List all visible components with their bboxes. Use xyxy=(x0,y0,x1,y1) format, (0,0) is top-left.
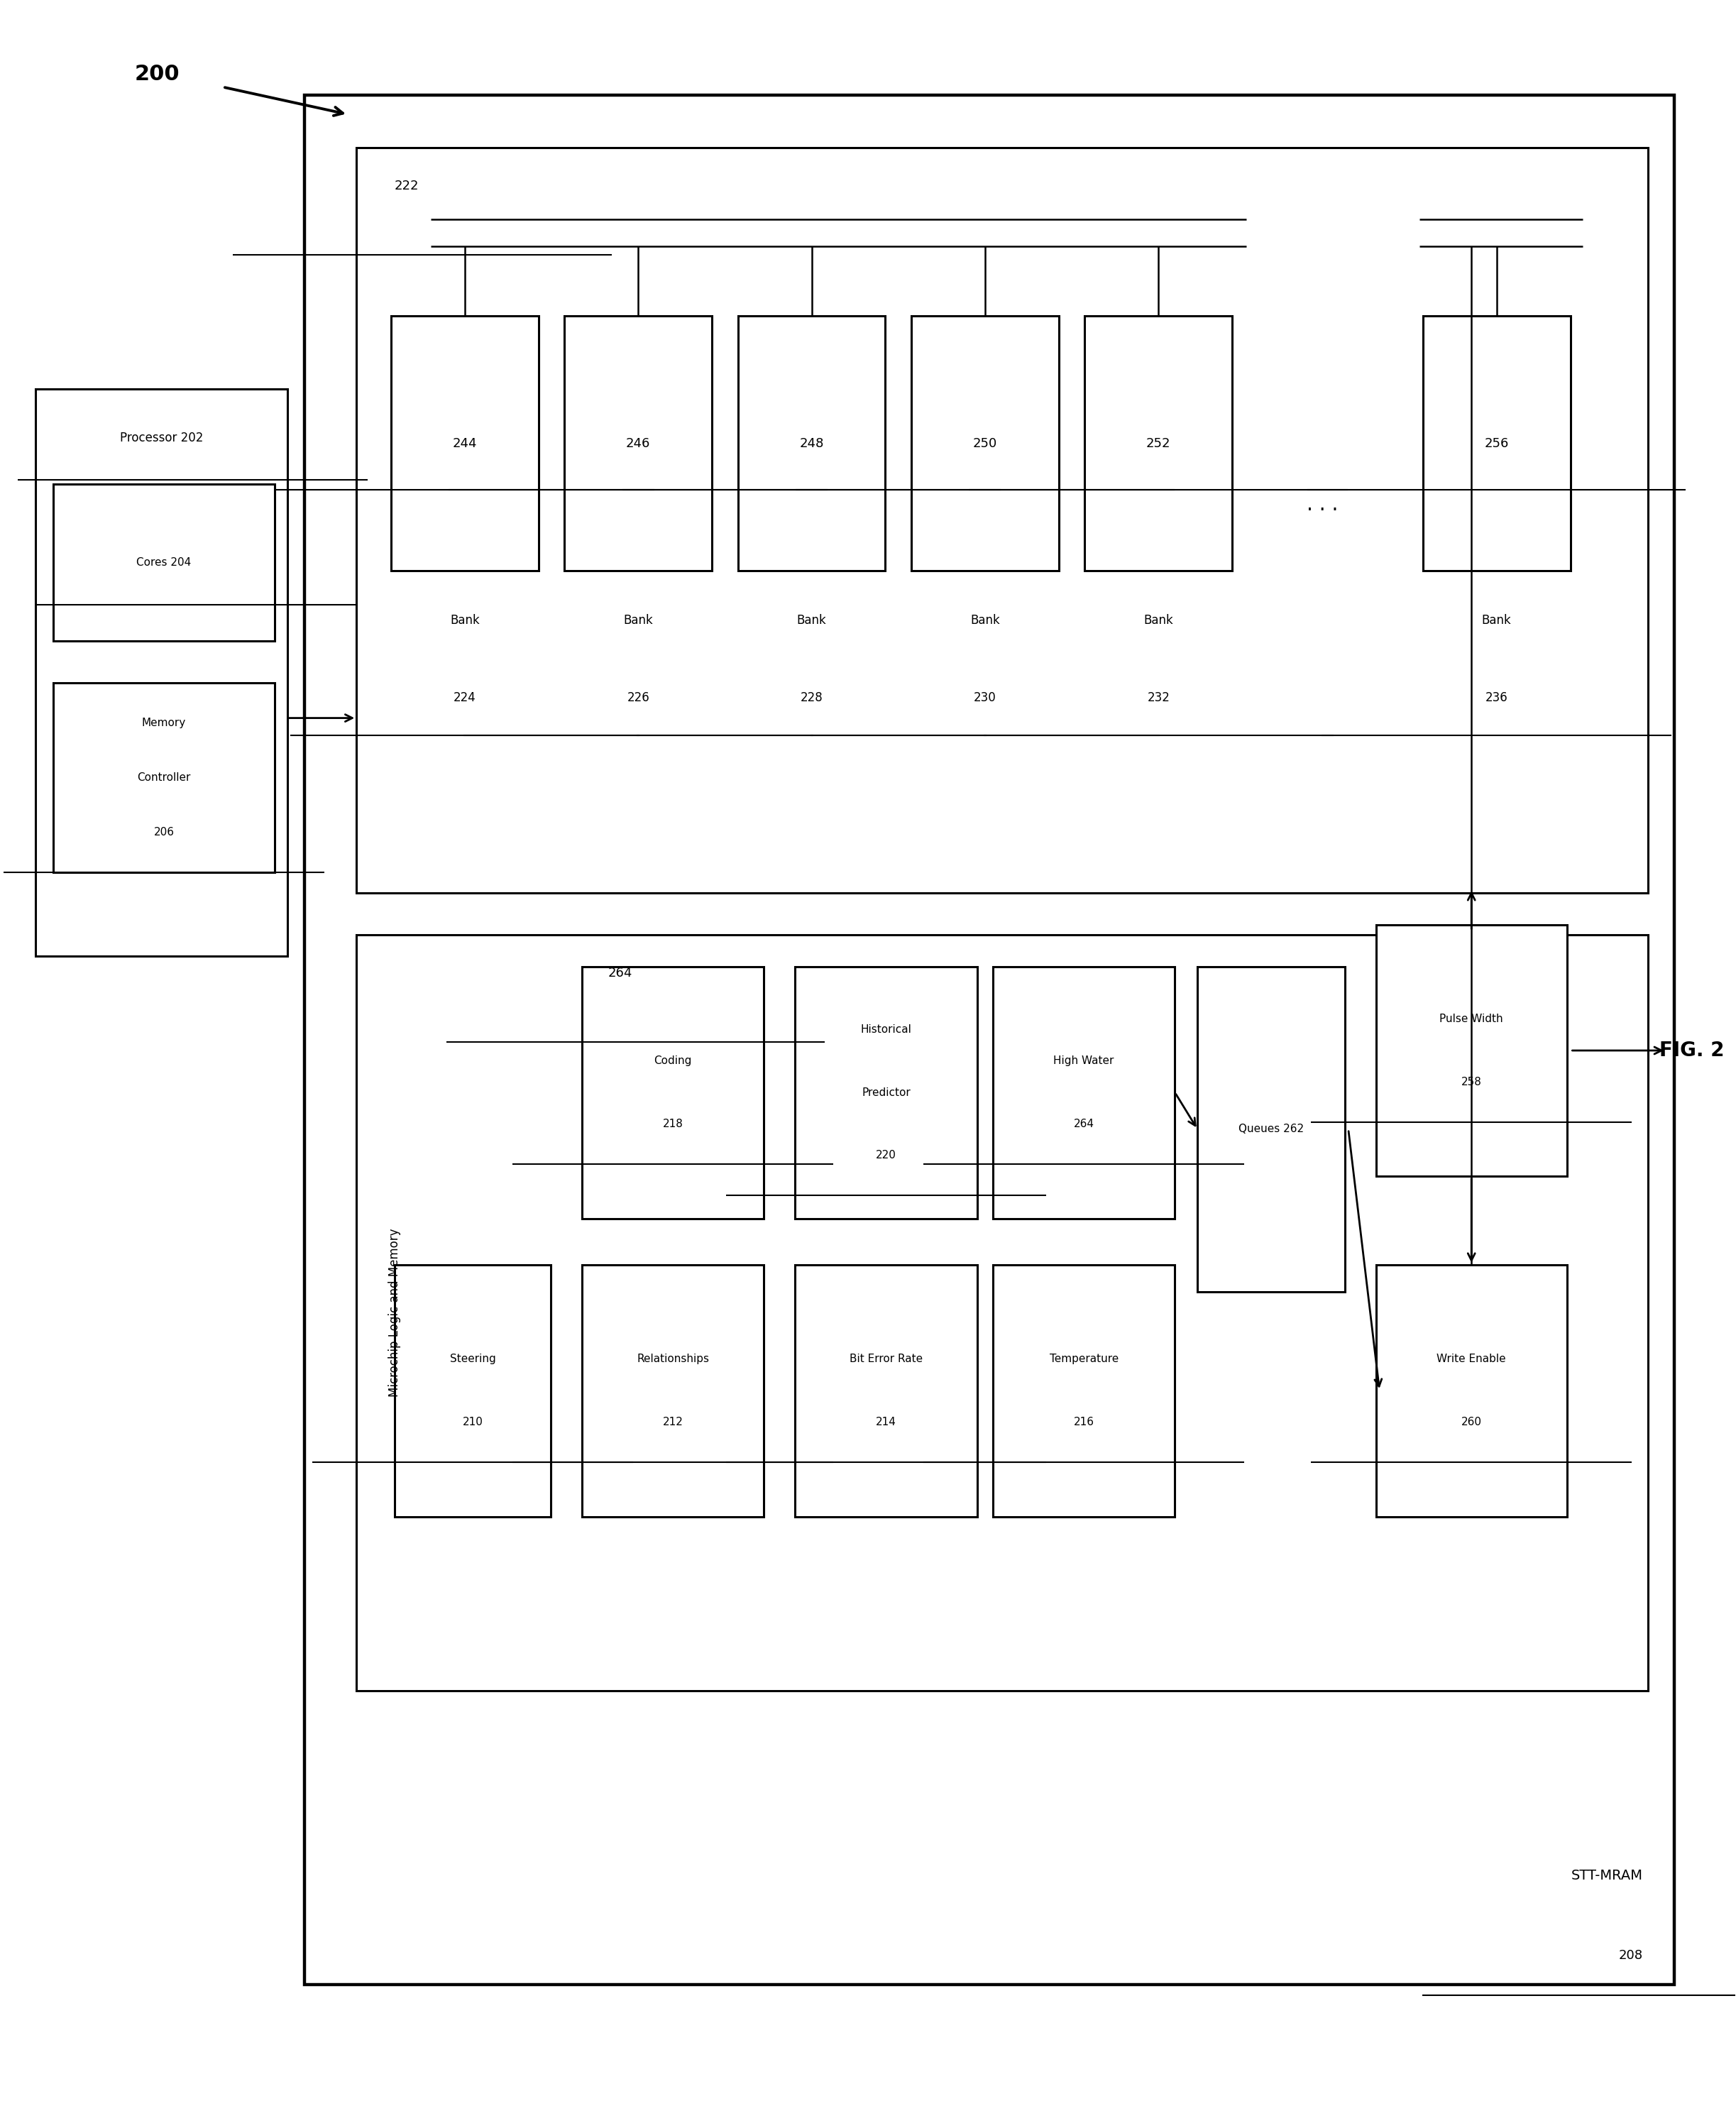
Text: STT-MRAM: STT-MRAM xyxy=(1571,1870,1642,1882)
Bar xyxy=(304,95,1674,1985)
Text: Predictor: Predictor xyxy=(861,1086,911,1099)
Bar xyxy=(1377,1265,1568,1517)
Bar xyxy=(1198,966,1345,1292)
Text: 250: 250 xyxy=(972,437,996,450)
Text: Queues 262: Queues 262 xyxy=(1238,1124,1304,1135)
Text: 264: 264 xyxy=(608,966,632,979)
Text: 222: 222 xyxy=(394,179,418,191)
Bar xyxy=(582,966,764,1219)
Text: 224: 224 xyxy=(453,691,476,704)
Text: Bank: Bank xyxy=(623,613,653,626)
Text: 212: 212 xyxy=(663,1416,684,1427)
Text: Bank: Bank xyxy=(1144,613,1174,626)
Text: Controller: Controller xyxy=(137,773,191,784)
Text: 258: 258 xyxy=(1462,1076,1483,1088)
Bar xyxy=(795,1265,977,1517)
Bar xyxy=(54,483,274,641)
Text: Coding: Coding xyxy=(654,1055,693,1067)
Bar xyxy=(1085,315,1233,571)
Text: Cores 204: Cores 204 xyxy=(137,557,191,567)
Text: Temperature: Temperature xyxy=(1049,1353,1118,1364)
Bar xyxy=(993,966,1175,1219)
Bar xyxy=(54,683,274,872)
Text: Pulse Width: Pulse Width xyxy=(1439,1013,1503,1025)
Bar xyxy=(356,935,1647,1691)
Text: 206: 206 xyxy=(155,828,174,838)
Bar xyxy=(795,966,977,1219)
Text: FIG. 2: FIG. 2 xyxy=(1660,1040,1724,1061)
Bar xyxy=(911,315,1059,571)
Text: 226: 226 xyxy=(627,691,649,704)
Text: 210: 210 xyxy=(462,1416,483,1427)
Text: High Water: High Water xyxy=(1054,1055,1115,1067)
Text: 248: 248 xyxy=(800,437,825,450)
Text: Bank: Bank xyxy=(450,613,479,626)
Text: Relationships: Relationships xyxy=(637,1353,708,1364)
Text: 256: 256 xyxy=(1484,437,1509,450)
Bar xyxy=(391,315,538,571)
Text: 230: 230 xyxy=(974,691,996,704)
Text: 214: 214 xyxy=(877,1416,896,1427)
Text: Processor 202: Processor 202 xyxy=(120,431,203,443)
Text: 228: 228 xyxy=(800,691,823,704)
Text: Microchip Logic and Memory: Microchip Logic and Memory xyxy=(389,1229,401,1397)
Text: 252: 252 xyxy=(1146,437,1170,450)
Text: Bank: Bank xyxy=(797,613,826,626)
Text: Bank: Bank xyxy=(970,613,1000,626)
Text: 244: 244 xyxy=(453,437,477,450)
Text: 236: 236 xyxy=(1486,691,1509,704)
Text: 264: 264 xyxy=(1073,1118,1094,1130)
Text: Steering: Steering xyxy=(450,1353,495,1364)
Text: 220: 220 xyxy=(877,1149,896,1160)
Text: 208: 208 xyxy=(1620,1950,1642,1962)
Bar xyxy=(564,315,712,571)
Text: Memory: Memory xyxy=(142,719,186,729)
Bar xyxy=(738,315,885,571)
Text: 216: 216 xyxy=(1073,1416,1094,1427)
Text: 218: 218 xyxy=(663,1118,684,1130)
Bar xyxy=(1377,924,1568,1177)
Text: 260: 260 xyxy=(1462,1416,1483,1427)
Bar xyxy=(394,1265,550,1517)
Text: Historical: Historical xyxy=(861,1023,911,1036)
Text: 200: 200 xyxy=(134,65,179,84)
Text: Bank: Bank xyxy=(1483,613,1512,626)
Bar xyxy=(356,147,1647,893)
Bar xyxy=(993,1265,1175,1517)
Text: 232: 232 xyxy=(1147,691,1170,704)
Bar xyxy=(1424,315,1571,571)
Text: Write Enable: Write Enable xyxy=(1437,1353,1507,1364)
Text: Bit Error Rate: Bit Error Rate xyxy=(849,1353,924,1364)
Bar xyxy=(582,1265,764,1517)
Text: 246: 246 xyxy=(627,437,651,450)
Text: . . .: . . . xyxy=(1307,496,1338,515)
Bar xyxy=(36,389,286,956)
